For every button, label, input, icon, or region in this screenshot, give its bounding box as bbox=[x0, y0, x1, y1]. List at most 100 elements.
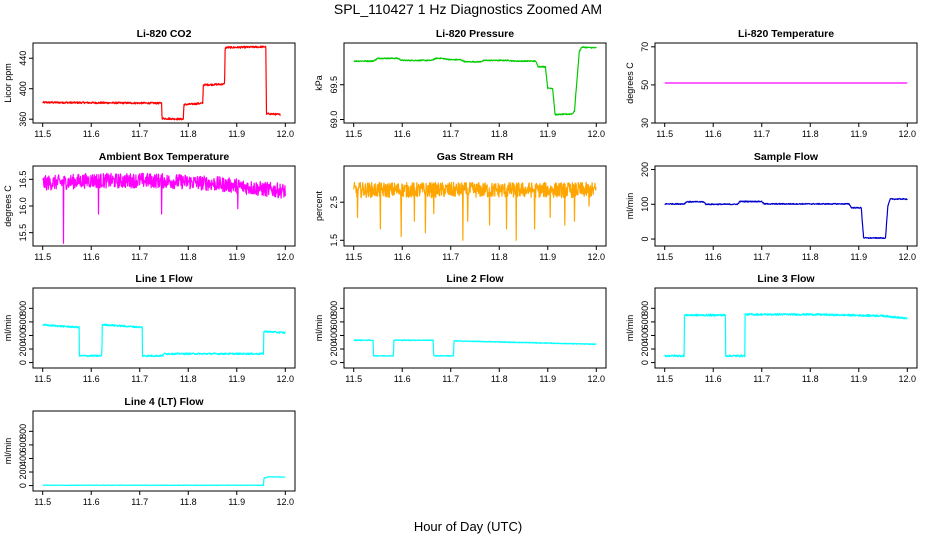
y-tick-label: 800 bbox=[18, 424, 28, 439]
x-tick-label: 11.6 bbox=[83, 374, 100, 384]
x-tick-label: 12.0 bbox=[277, 129, 295, 139]
plot-frame bbox=[32, 42, 296, 124]
chart-panel-2: Li-820 Pressure kPa 11.5 11.6 11.7 11.8 11.9 12… bbox=[314, 28, 607, 139]
x-tick-label: 11.8 bbox=[802, 374, 819, 384]
figure-title: SPL_110427 1 Hz Diagnostics Zoomed AM bbox=[334, 1, 602, 17]
x-tick-label: 11.9 bbox=[850, 129, 867, 139]
y-tick-label: 400 bbox=[18, 328, 28, 343]
series-line bbox=[42, 45, 281, 121]
chart-panel-1: Li-820 CO2 Licor ppm 11.5 11.6 11.7 11.8 11.9 1… bbox=[3, 28, 296, 139]
x-tick-label: 11.5 bbox=[345, 129, 362, 139]
panel-title: Line 1 Flow bbox=[135, 273, 193, 285]
y-tick-label: 0 bbox=[640, 237, 650, 242]
y-tick-label: 15.5 bbox=[18, 224, 28, 242]
plot-frame bbox=[654, 42, 918, 124]
y-axis-label: degrees C bbox=[625, 62, 635, 104]
plot-frame bbox=[32, 410, 296, 492]
panel-title: Li-820 Pressure bbox=[436, 28, 514, 40]
x-tick-label: 11.8 bbox=[491, 252, 508, 262]
plot-frame bbox=[654, 165, 918, 247]
y-tick-label: 69.0 bbox=[329, 111, 339, 129]
y-tick-label: 200 bbox=[18, 465, 28, 480]
y-tick-label: 69.5 bbox=[329, 76, 339, 94]
y-tick-label: 0 bbox=[640, 360, 650, 365]
x-tick-label: 11.6 bbox=[394, 129, 411, 139]
x-tick-label: 11.5 bbox=[656, 129, 673, 139]
plot-frame bbox=[343, 165, 607, 247]
series-line bbox=[353, 181, 597, 241]
x-tick-label: 12.0 bbox=[277, 374, 295, 384]
series-line bbox=[42, 476, 286, 486]
y-tick-label: 16.5 bbox=[18, 171, 28, 189]
x-tick-label: 11.8 bbox=[802, 129, 819, 139]
chart-panel-8: Line 2 Flow ml/min 11.5 11.6 11.7 11.8 11.9 12.… bbox=[314, 273, 607, 384]
chart-panel-3: Li-820 Temperature degrees C 11.5 11.6 11.7 1… bbox=[625, 28, 918, 139]
y-tick-label: 0 bbox=[329, 360, 339, 365]
x-tick-label: 11.5 bbox=[656, 374, 673, 384]
x-tick-label: 11.6 bbox=[394, 252, 411, 262]
y-axis-label: degrees C bbox=[3, 185, 13, 227]
series-line bbox=[42, 323, 286, 358]
y-tick-label: 400 bbox=[640, 328, 650, 343]
y-tick-label: 800 bbox=[18, 301, 28, 316]
chart-panel-7: Line 1 Flow ml/min 11.5 11.6 11.7 11.8 11.9 12.… bbox=[3, 273, 296, 384]
x-tick-label: 11.6 bbox=[83, 252, 100, 262]
x-tick-label: 11.5 bbox=[34, 497, 51, 507]
x-tick-label: 11.8 bbox=[802, 252, 819, 262]
y-axis-label: kPa bbox=[314, 75, 324, 91]
y-tick-label: 400 bbox=[18, 81, 28, 96]
y-axis-label: percent bbox=[314, 190, 324, 221]
panel-title: Line 4 (LT) Flow bbox=[124, 396, 204, 408]
chart-panels: Li-820 CO2 Licor ppm 11.5 11.6 11.7 11.8 11.9 1… bbox=[3, 28, 918, 507]
panel-title: Sample Flow bbox=[754, 151, 819, 163]
y-tick-label: 360 bbox=[18, 112, 28, 127]
y-tick-label: 600 bbox=[640, 314, 650, 329]
y-axis-label: ml/min bbox=[3, 315, 13, 342]
series-line bbox=[664, 312, 908, 358]
x-tick-label: 11.7 bbox=[131, 497, 148, 507]
x-tick-label: 11.5 bbox=[34, 374, 51, 384]
y-tick-label: 200 bbox=[18, 342, 28, 357]
plot-frame bbox=[343, 287, 607, 369]
x-tick-label: 12.0 bbox=[588, 374, 606, 384]
y-tick-label: 600 bbox=[18, 437, 28, 452]
panel-title: Ambient Box Temperature bbox=[99, 151, 230, 163]
x-tick-label: 12.0 bbox=[899, 374, 917, 384]
x-tick-label: 11.9 bbox=[228, 497, 245, 507]
y-tick-label: 0 bbox=[18, 483, 28, 488]
x-tick-label: 11.9 bbox=[539, 129, 556, 139]
y-axis-label: Licor ppm bbox=[3, 63, 13, 103]
y-tick-label: 400 bbox=[18, 451, 28, 466]
x-tick-label: 11.8 bbox=[180, 129, 197, 139]
y-tick-label: 200 bbox=[640, 342, 650, 357]
x-tick-label: 11.7 bbox=[442, 252, 459, 262]
y-tick-label: 800 bbox=[329, 301, 339, 316]
x-tick-label: 11.8 bbox=[491, 129, 508, 139]
x-tick-label: 11.5 bbox=[345, 374, 362, 384]
panel-title: Line 3 Flow bbox=[757, 273, 815, 285]
figure-x-axis-label: Hour of Day (UTC) bbox=[414, 519, 522, 534]
y-tick-label: 600 bbox=[329, 314, 339, 329]
x-tick-label: 12.0 bbox=[899, 129, 917, 139]
x-tick-label: 11.6 bbox=[705, 252, 722, 262]
x-tick-label: 11.5 bbox=[656, 252, 673, 262]
x-tick-label: 11.7 bbox=[442, 129, 459, 139]
x-tick-label: 11.7 bbox=[753, 129, 770, 139]
x-tick-label: 12.0 bbox=[277, 497, 295, 507]
y-tick-label: 400 bbox=[329, 328, 339, 343]
y-tick-label: 70 bbox=[640, 42, 650, 52]
y-tick-label: 440 bbox=[18, 51, 28, 66]
x-tick-label: 11.7 bbox=[131, 374, 148, 384]
y-tick-label: 16.0 bbox=[18, 197, 28, 215]
x-tick-label: 11.6 bbox=[83, 129, 100, 139]
plot-frame bbox=[32, 287, 296, 369]
x-tick-label: 11.7 bbox=[131, 252, 148, 262]
chart-panel-10: Line 4 (LT) Flow ml/min 11.5 11.6 11.7 11.8 11… bbox=[3, 396, 296, 507]
y-tick-label: 200 bbox=[640, 162, 650, 177]
x-tick-label: 11.9 bbox=[228, 252, 245, 262]
x-tick-label: 11.6 bbox=[83, 497, 100, 507]
x-tick-label: 11.8 bbox=[180, 252, 197, 262]
x-tick-label: 11.5 bbox=[345, 252, 362, 262]
x-tick-label: 11.5 bbox=[34, 129, 51, 139]
